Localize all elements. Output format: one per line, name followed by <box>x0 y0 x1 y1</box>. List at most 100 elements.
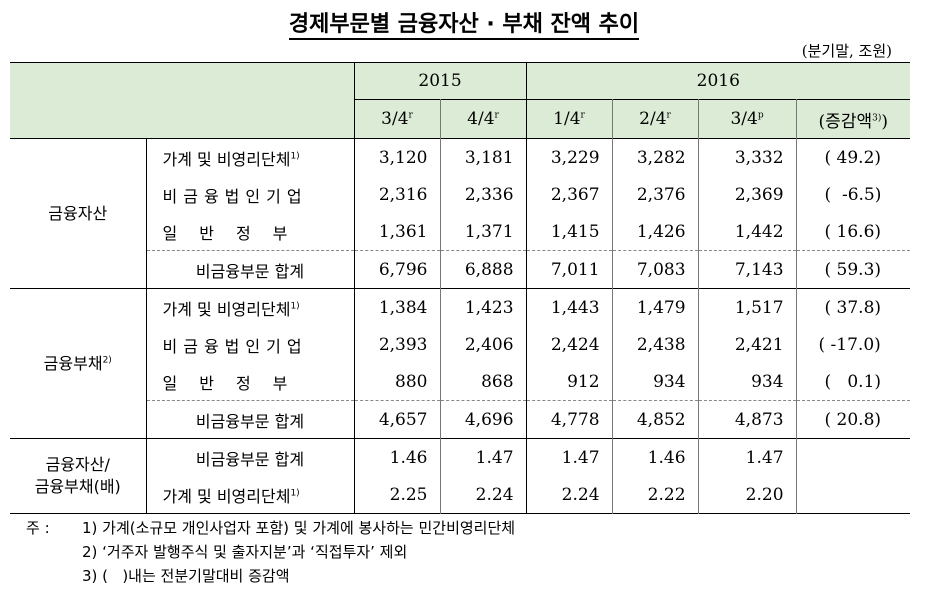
footnote: 3) ( )내는 전분기말대비 증감액 <box>82 567 290 585</box>
cell-value: 1.46 <box>353 438 440 476</box>
cell-value: 1,361 <box>353 213 440 251</box>
cell-value: 4,696 <box>439 400 527 439</box>
total-row: 비금융부문 합계 6,796 6,888 7,011 7,083 7,143 (… <box>10 250 911 289</box>
year-2015-header: 2015 <box>353 62 527 100</box>
row-label: 비금융법인기업 <box>145 176 354 213</box>
cell-value: 880 <box>353 363 440 401</box>
cell-value: 1,517 <box>697 288 797 326</box>
cell-value: 1,443 <box>525 288 613 326</box>
table-row: 일반정부 1,361 1,371 1,415 1,426 1,442 ( 16.… <box>10 213 911 251</box>
assets-category: 금융자산 <box>10 138 146 289</box>
row-label: 가계 및 비영리단체1) <box>145 288 354 326</box>
cell-value: 2.22 <box>611 476 699 514</box>
quarter-header: 1/4r <box>525 99 613 139</box>
cell-value: 2.20 <box>697 476 797 514</box>
cell-value: 2.24 <box>525 476 613 514</box>
cell-value: 2.25 <box>353 476 440 514</box>
balance-table: 2015 2016 3/4r 4/4r 1/4r 2/4r 3/4p (증감액3… <box>10 62 911 514</box>
change-value: ( -6.5) <box>795 176 911 213</box>
footnote: 주 :1) 가계(소규모 개인사업자 포함) 및 가계에 봉사하는 민간비영리단… <box>26 519 516 537</box>
empty-cell <box>795 476 911 514</box>
change-value: ( 20.8) <box>795 400 911 439</box>
cell-value: 4,778 <box>525 400 613 439</box>
change-value: ( 0.1) <box>795 363 911 401</box>
cell-value: 1,442 <box>697 213 797 251</box>
table-row: 비금융법인기업 2,393 2,406 2,424 2,438 2,421 ( … <box>10 326 911 363</box>
total-row: 비금융부문 합계 4,657 4,696 4,778 4,852 4,873 (… <box>10 400 911 439</box>
cell-value: 934 <box>611 363 699 401</box>
cell-value: 1,479 <box>611 288 699 326</box>
row-label: 일반정부 <box>145 363 354 401</box>
change-value: ( 37.8) <box>795 288 911 326</box>
table-row: 금융자산 가계 및 비영리단체1) 3,120 3,181 3,229 3,28… <box>10 138 911 289</box>
change-value: ( 49.2) <box>795 138 911 176</box>
ratio-category: 금융자산/금융부채(배) <box>10 438 146 514</box>
cell-value: 2,393 <box>353 326 440 363</box>
change-value: ( 16.6) <box>795 213 911 251</box>
cell-value: 4,852 <box>611 400 699 439</box>
cell-value: 1,384 <box>353 288 440 326</box>
table-row: 일반정부 880 868 912 934 934 ( 0.1) <box>10 363 911 401</box>
row-label: 가계 및 비영리단체1) <box>145 138 354 176</box>
cell-value: 7,011 <box>525 250 613 289</box>
cell-value: 1,371 <box>439 213 527 251</box>
cell-value: 1.47 <box>439 438 527 476</box>
total-label: 비금융부문 합계 <box>145 250 354 289</box>
cell-value: 4,873 <box>697 400 797 439</box>
cell-value: 3,332 <box>697 138 797 176</box>
row-label: 가계 및 비영리단체1) <box>145 476 354 514</box>
cell-value: 4,657 <box>353 400 440 439</box>
header-corner <box>10 62 354 139</box>
quarter-header: 4/4r <box>439 99 527 139</box>
cell-value: 1,426 <box>611 213 699 251</box>
footnotes: 주 :1) 가계(소규모 개인사업자 포함) 및 가계에 봉사하는 민간비영리단… <box>26 516 515 588</box>
cell-value: 6,888 <box>439 250 527 289</box>
empty-cell <box>795 438 911 476</box>
quarter-header: 3/4p <box>697 99 797 139</box>
footnote: 2) ‘거주자 발행주식 및 출자지분’과 ‘직접투자’ 제외 <box>82 543 408 561</box>
liabilities-category: 금융부채2) <box>10 288 146 439</box>
cell-value: 2,316 <box>353 176 440 213</box>
cell-value: 6,796 <box>353 250 440 289</box>
table-row: 금융자산/금융부채(배) 비금융부문 합계 1.46 1.47 1.47 1.4… <box>10 438 911 514</box>
cell-value: 3,181 <box>439 138 527 176</box>
cell-value: 3,282 <box>611 138 699 176</box>
cell-value: 3,229 <box>525 138 613 176</box>
change-header: (증감액3)) <box>795 99 911 139</box>
change-value: ( 59.3) <box>795 250 911 289</box>
cell-value: 7,083 <box>611 250 699 289</box>
year-2016-header: 2016 <box>525 62 911 100</box>
unit-label: (분기말, 조원) <box>801 42 892 60</box>
cell-value: 1,423 <box>439 288 527 326</box>
table-row: 비금융법인기업 2,316 2,336 2,367 2,376 2,369 ( … <box>10 176 911 213</box>
cell-value: 7,143 <box>697 250 797 289</box>
row-label: 일반정부 <box>145 213 354 251</box>
cell-value: 1.46 <box>611 438 699 476</box>
table-row: 금융부채2) 가계 및 비영리단체1) 1,384 1,423 1,443 1,… <box>10 288 911 439</box>
cell-value: 2.24 <box>439 476 527 514</box>
quarter-header: 2/4r <box>611 99 699 139</box>
document-title: 경제부문별 금융자산 · 부채 잔액 추이 <box>0 6 928 40</box>
cell-value: 2,421 <box>697 326 797 363</box>
row-label: 비금융법인기업 <box>145 326 354 363</box>
quarter-header: 3/4r <box>353 99 440 139</box>
cell-value: 912 <box>525 363 613 401</box>
cell-value: 1.47 <box>697 438 797 476</box>
cell-value: 2,424 <box>525 326 613 363</box>
cell-value: 2,438 <box>611 326 699 363</box>
cell-value: 868 <box>439 363 527 401</box>
cell-value: 2,406 <box>439 326 527 363</box>
change-value: ( -17.0) <box>795 326 911 363</box>
row-label: 비금융부문 합계 <box>145 438 354 476</box>
cell-value: 3,120 <box>353 138 440 176</box>
total-label: 비금융부문 합계 <box>145 400 354 439</box>
table-row: 가계 및 비영리단체1) 2.25 2.24 2.24 2.22 2.20 <box>10 476 911 514</box>
cell-value: 934 <box>697 363 797 401</box>
cell-value: 1,415 <box>525 213 613 251</box>
header-row-years: 2015 2016 <box>10 62 911 139</box>
cell-value: 2,376 <box>611 176 699 213</box>
cell-value: 2,336 <box>439 176 527 213</box>
cell-value: 2,369 <box>697 176 797 213</box>
cell-value: 2,367 <box>525 176 613 213</box>
